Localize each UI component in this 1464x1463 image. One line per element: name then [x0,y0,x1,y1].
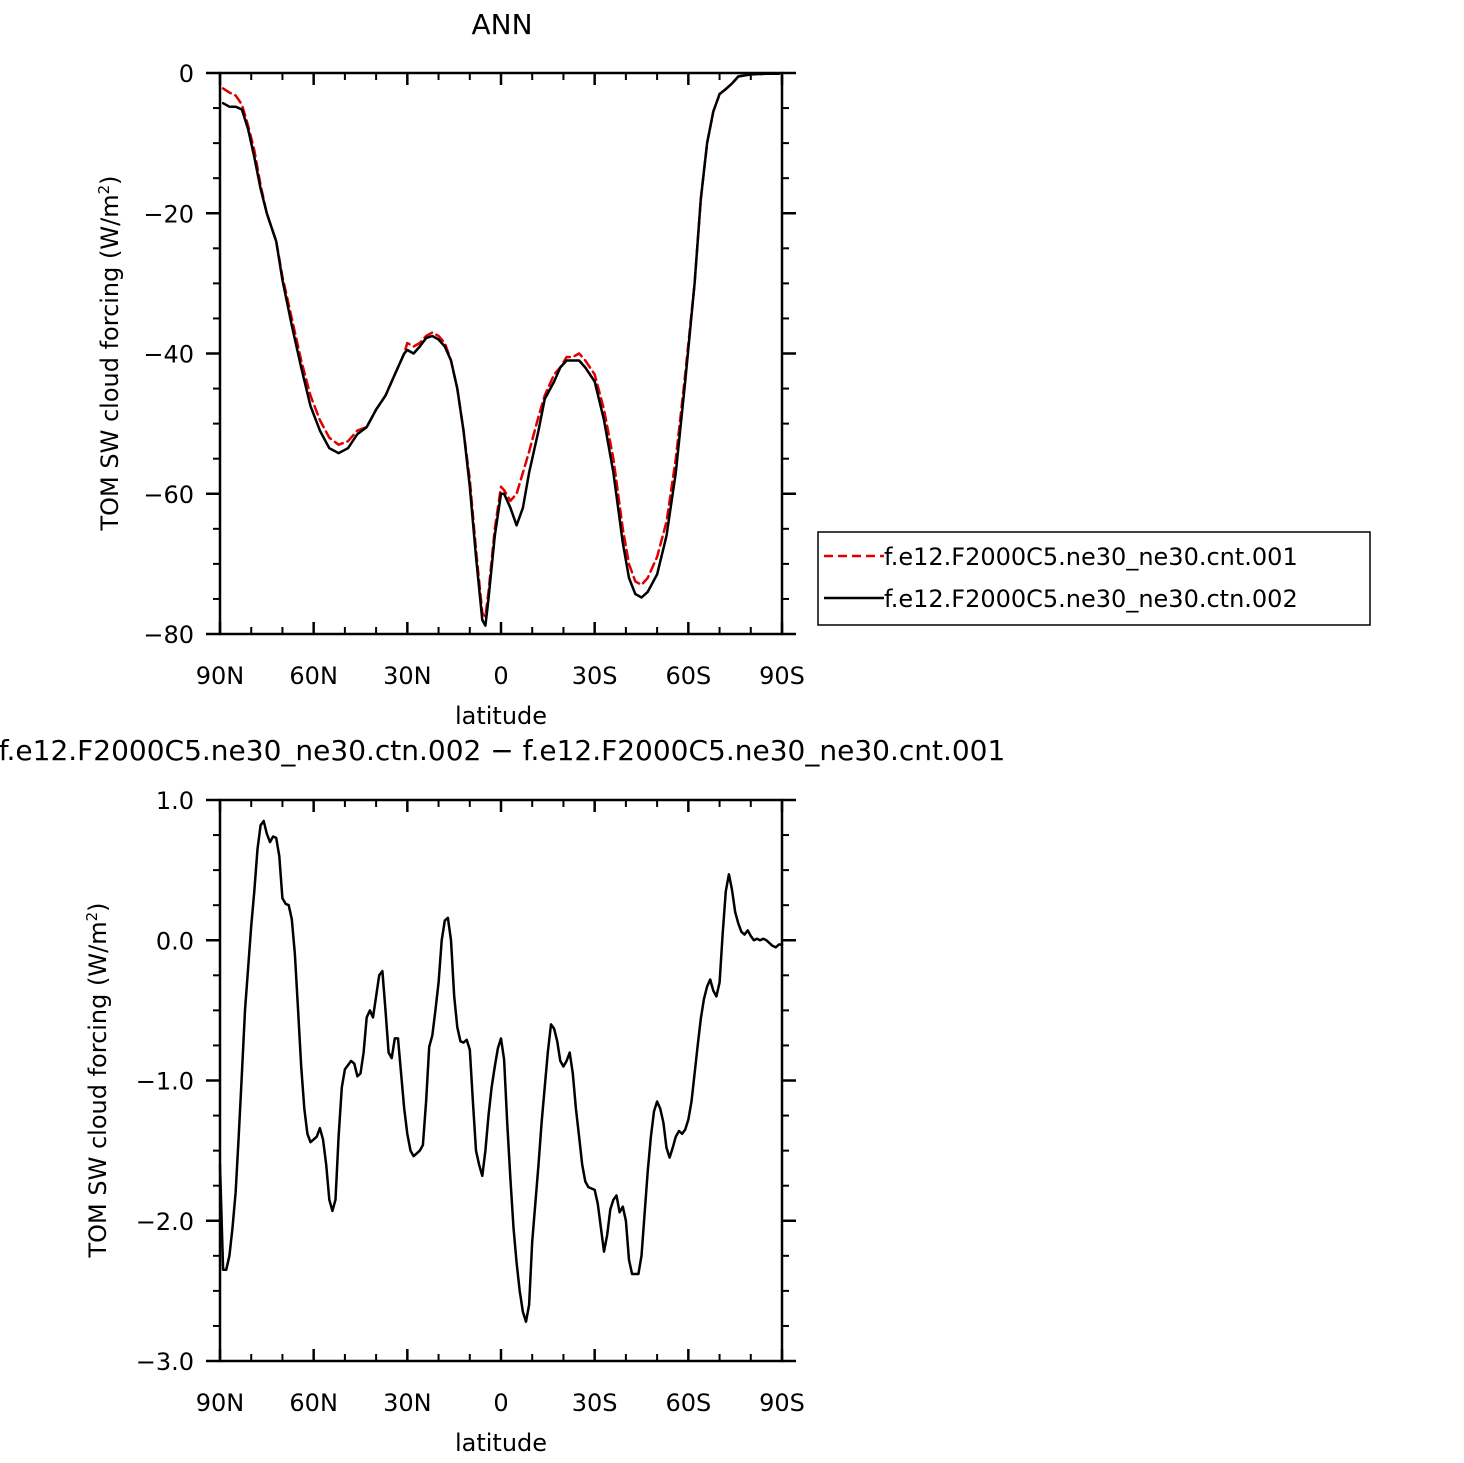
top-chart-legend: f.e12.F2000C5.ne30_ne30.cnt.001 f.e12.F2… [817,531,1371,626]
bottom-y-tick-label: −1.0 [136,1068,194,1096]
top-y-tick-label: −80 [143,621,194,649]
bottom-x-tick-label: 60N [289,1389,338,1417]
legend-box [817,531,1371,626]
top-x-tick-label: 90N [196,662,245,690]
top-chart-frame [218,71,784,636]
top-chart-title: ANN [471,8,532,41]
top-y-tick-label: 0 [179,60,194,88]
top-chart-ticks: 90N 60N 30N 0 30S 60S 90S 0 −20 −40 −60 −80 [143,60,805,690]
top-chart-xlabel: latitude [455,702,547,730]
bottom-chart-frame [218,798,784,1363]
bottom-chart-ticks: 90N 60N 30N 0 30S 60S 90S 1.0 0.0 −1.0 −2.0 −3.0 [136,787,805,1417]
top-series-line-0 [221,72,781,618]
top-x-tick-label: 60S [665,662,711,690]
bottom-chart-xlabel: latitude [455,1429,547,1457]
legend-label-ctn-002: f.e12.F2000C5.ne30_ne30.ctn.002 [884,585,1298,613]
bottom-chart-title: f.e12.F2000C5.ne30_ne30.ctn.002 − f.e12.… [0,734,1005,767]
bottom-x-tick-label: 30N [383,1389,432,1417]
bottom-y-tick-label: −3.0 [136,1348,194,1376]
bottom-x-tick-label: 30S [572,1389,618,1417]
bottom-chart-ylabel: TOM SW cloud forcing (W/m2) [83,903,112,1259]
bottom-series-line-0 [218,819,784,1323]
bottom-y-tick-label: 1.0 [156,787,194,815]
bottom-x-tick-label: 60S [665,1389,711,1417]
top-y-tick-label: −20 [143,200,194,228]
top-x-tick-label: 30N [383,662,432,690]
bottom-chart: f.e12.F2000C5.ne30_ne30.ctn.002 − f.e12.… [0,734,1005,1457]
top-y-tick-label: −60 [143,481,194,509]
bottom-chart-series [218,819,784,1323]
top-series-line-1 [221,72,781,627]
bottom-x-tick-label: 0 [493,1389,508,1417]
top-x-tick-label: 30S [572,662,618,690]
bottom-y-tick-label: 0.0 [156,927,194,955]
top-chart: ANN 90N 60N 30N 0 30S 60S 90S 0 −20 −40 −60 −80 lat… [95,8,1371,730]
top-x-tick-label: 0 [493,662,508,690]
legend-label-cnt-001: f.e12.F2000C5.ne30_ne30.cnt.001 [884,543,1298,571]
top-x-tick-label: 90S [759,662,805,690]
top-y-tick-label: −40 [143,341,194,369]
top-x-tick-label: 60N [289,662,338,690]
bottom-y-tick-label: −2.0 [136,1208,194,1236]
bottom-x-tick-label: 90N [196,1389,245,1417]
top-chart-series [221,72,781,627]
top-chart-ylabel: TOM SW cloud forcing (W/m2) [95,176,124,532]
bottom-x-tick-label: 90S [759,1389,805,1417]
